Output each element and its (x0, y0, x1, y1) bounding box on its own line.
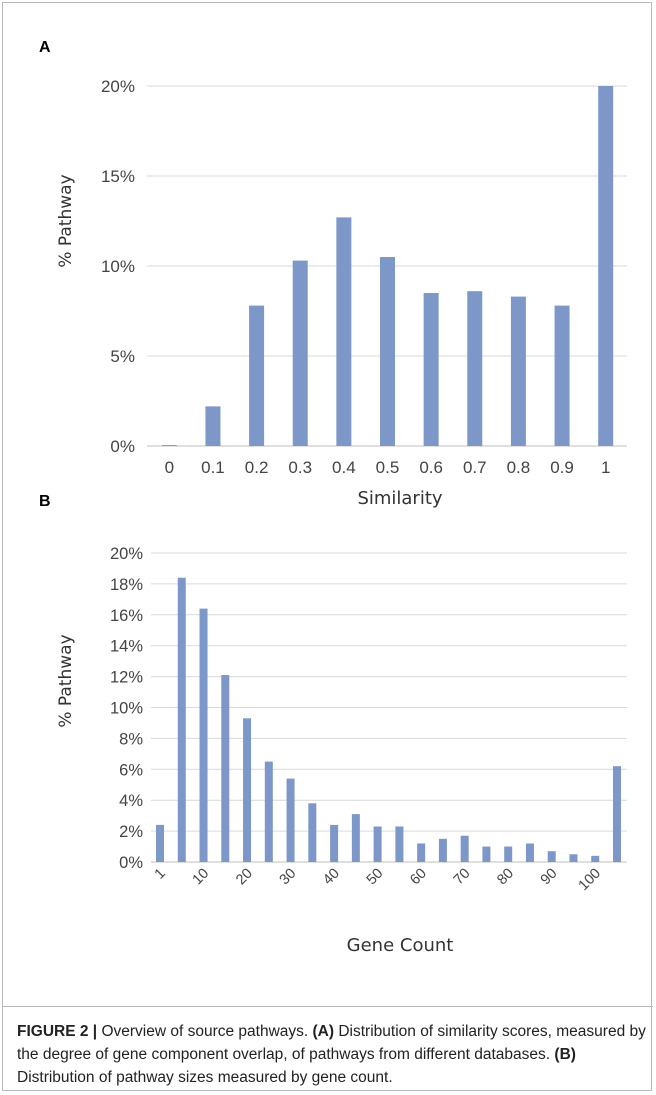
caption-bold-b: (B) (554, 1046, 576, 1063)
x-tick-label-b: 50 (364, 866, 387, 889)
bar-b (373, 826, 382, 862)
y-tick-label-b: 12% (110, 669, 143, 687)
x-tick-label-a: 0.1 (201, 458, 225, 477)
x-tick-label-a: 0.5 (376, 458, 400, 477)
bar-b (156, 824, 164, 862)
x-tick-label-a: 1 (601, 458, 610, 477)
y-tick-label-b: 2% (119, 823, 143, 841)
y-tick-label-a: 20% (101, 77, 135, 96)
bar-b (177, 577, 186, 862)
x-tick-label-b: 100 (576, 866, 604, 894)
x-tick-label-a: 0.9 (550, 458, 574, 477)
caption-bold-a: (A) (312, 1023, 335, 1040)
bar-b (395, 826, 404, 862)
bar-b (438, 838, 447, 862)
panel-b-label: B (39, 493, 51, 510)
bar-a (249, 305, 265, 446)
x-tick-label-b: 1 (152, 866, 169, 883)
bar-a (161, 445, 177, 446)
bar-a (510, 296, 526, 446)
x-tick-label-a: 0.7 (463, 458, 487, 477)
x-tick-label-b: 20 (233, 866, 256, 889)
y-tick-label-b: 0% (119, 854, 143, 872)
y-axis-title-b: % Pathway (56, 634, 76, 727)
bar-a (423, 293, 439, 446)
caption-text-3: Distribution of pathway sizes measured b… (17, 1069, 393, 1086)
chart-a: 0% 5% 10% 15% 20% 0 0.1 0.2 0.3 0.4 0.5 0.6 0.7 0.8 0.… (56, 77, 627, 509)
bar-a (380, 257, 395, 446)
x-tick-label-b: 80 (494, 866, 517, 889)
bar-a (205, 406, 221, 446)
x-tick-label-b: 70 (451, 866, 474, 889)
y-tick-label-a: 0% (110, 437, 135, 456)
caption-label: FIGURE 2 | (17, 1023, 98, 1040)
chart-b: 0% 2% 4% 6% 8% 10% 12% 14% 16% 18% 20% 1 10 20 30 40 50 6… (56, 545, 627, 956)
y-tick-label-b: 4% (119, 792, 143, 810)
bar-b (308, 803, 317, 862)
caption-text: FIGURE 2 | Overview of source pathways. … (17, 1020, 647, 1089)
x-tick-label-a: 0 (165, 458, 174, 477)
x-tick-label-b: 30 (277, 866, 300, 889)
panel-a-label: A (39, 39, 51, 56)
y-tick-label-b: 14% (110, 638, 143, 656)
bar-a (554, 305, 570, 446)
bar-b (351, 814, 360, 862)
x-tick-label-a: 0.8 (507, 458, 531, 477)
bar-b (243, 718, 252, 862)
bar-a (467, 291, 483, 446)
bar-a (598, 86, 614, 446)
bar-b (569, 854, 578, 862)
bar-b (417, 843, 426, 862)
bar-b (330, 824, 339, 862)
y-tick-label-b: 20% (110, 545, 143, 563)
bar-b (591, 855, 600, 862)
bar-b (199, 608, 208, 862)
y-tick-label-a: 15% (101, 167, 135, 186)
caption-text-1: Overview of source pathways. (97, 1023, 313, 1040)
y-axis-title-a: % Pathway (56, 174, 76, 267)
bar-b (460, 835, 469, 862)
bar-b (221, 675, 230, 862)
bar-b (504, 846, 513, 862)
figure-caption: FIGURE 2 | Overview of source pathways. … (3, 1006, 653, 1086)
y-tick-label-a: 5% (110, 347, 135, 366)
bar-a (292, 260, 308, 446)
y-tick-label-b: 6% (119, 761, 143, 779)
x-tick-label-b: 60 (407, 866, 430, 889)
y-tick-label-b: 10% (110, 700, 143, 718)
x-axis-title-b: Gene Count (347, 935, 454, 956)
y-tick-label-b: 16% (110, 607, 143, 625)
figure-charts: 0%5%10%15%20%0 0.1 0.2 0.3 0.4 0.5 0.6 0.7 0.8 0.… (56, 77, 627, 956)
x-tick-label-b: 40 (320, 866, 343, 889)
x-tick-label-a: 0.4 (332, 458, 356, 477)
y-tick-label-a: 10% (101, 257, 135, 276)
x-tick-label-b: 90 (538, 866, 561, 889)
bar-b (286, 778, 295, 862)
x-tick-label-b: 10 (190, 866, 213, 889)
x-tick-label-a: 0.3 (288, 458, 312, 477)
y-tick-label-b: 18% (110, 576, 143, 594)
bar-b (482, 846, 491, 862)
x-tick-label-a: 0.6 (419, 458, 443, 477)
bar-a (336, 217, 352, 446)
bar-b (547, 851, 556, 862)
x-axis-title-a: Similarity (357, 488, 442, 509)
caption-text-2: Distribution of similarity scores, measu… (17, 1023, 646, 1063)
y-tick-label-b: 8% (119, 730, 143, 748)
x-tick-label-a: 0.2 (245, 458, 269, 477)
bar-b (264, 761, 273, 862)
bar-b (613, 766, 621, 862)
bar-b (525, 843, 534, 862)
